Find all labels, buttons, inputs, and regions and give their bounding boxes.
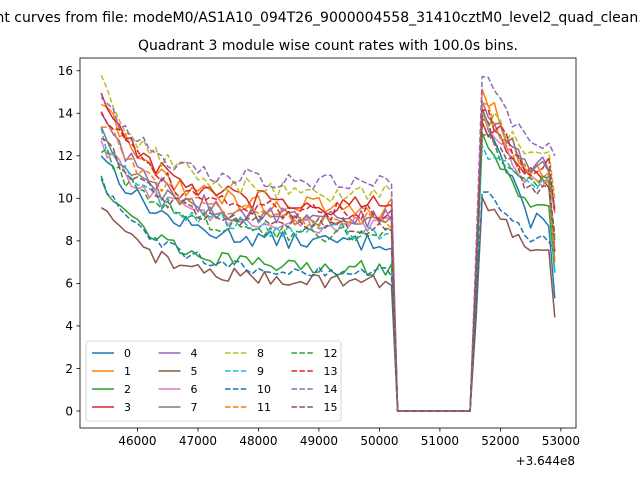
x-tick-label: 47000 bbox=[179, 434, 217, 448]
legend-label-4: 4 bbox=[191, 347, 198, 360]
legend-label-5: 5 bbox=[191, 365, 198, 378]
legend-label-9: 9 bbox=[257, 365, 264, 378]
y-tick-label: 0 bbox=[65, 404, 73, 418]
legend-label-0: 0 bbox=[124, 347, 131, 360]
x-tick-label: 51000 bbox=[421, 434, 459, 448]
x-tick-label: 53000 bbox=[542, 434, 580, 448]
chart-title: Quadrant 3 module wise count rates with … bbox=[138, 38, 518, 54]
legend-label-15: 15 bbox=[324, 401, 338, 414]
series-line-13 bbox=[100, 109, 556, 412]
legend-label-1: 1 bbox=[124, 365, 131, 378]
legend-label-6: 6 bbox=[191, 383, 198, 396]
y-tick-label: 6 bbox=[65, 277, 73, 291]
legend-label-14: 14 bbox=[324, 383, 338, 396]
figure-suptitle: Light curves from file: modeM0/AS1A10_09… bbox=[0, 10, 640, 26]
x-tick-label: 48000 bbox=[239, 434, 277, 448]
x-offset-label: +3.644e8 bbox=[516, 454, 575, 468]
legend-label-3: 3 bbox=[124, 401, 131, 414]
legend-label-11: 11 bbox=[257, 401, 271, 414]
series-line-8 bbox=[100, 74, 556, 412]
legend-label-13: 13 bbox=[324, 365, 338, 378]
x-tick-label: 46000 bbox=[118, 434, 156, 448]
plot-frame bbox=[79, 57, 577, 429]
legend-label-8: 8 bbox=[257, 347, 264, 360]
legend-label-10: 10 bbox=[257, 383, 271, 396]
series-line-10 bbox=[100, 175, 556, 412]
legend-label-7: 7 bbox=[191, 401, 198, 414]
y-tick-label: 14 bbox=[58, 107, 73, 121]
legend-frame bbox=[85, 340, 342, 422]
series-layer bbox=[100, 74, 556, 412]
x-tick-label: 49000 bbox=[300, 434, 338, 448]
y-tick-label: 8 bbox=[65, 234, 73, 248]
y-tick-label: 4 bbox=[65, 319, 73, 333]
series-line-14 bbox=[100, 75, 556, 412]
legend-label-2: 2 bbox=[124, 383, 131, 396]
y-tick-label: 2 bbox=[65, 362, 73, 376]
y-tick-label: 12 bbox=[58, 149, 73, 163]
x-tick-label: 52000 bbox=[481, 434, 519, 448]
y-tick-label: 16 bbox=[58, 64, 73, 78]
y-axis: 0 2 4 6 8 10 12 14 16 bbox=[58, 64, 80, 418]
legend-label-12: 12 bbox=[324, 347, 338, 360]
y-tick-label: 10 bbox=[58, 192, 73, 206]
x-tick-label: 50000 bbox=[360, 434, 398, 448]
series-line-15 bbox=[100, 118, 556, 412]
x-axis: 46000 47000 48000 49000 50000 51000 52000 53000 bbox=[118, 428, 580, 448]
